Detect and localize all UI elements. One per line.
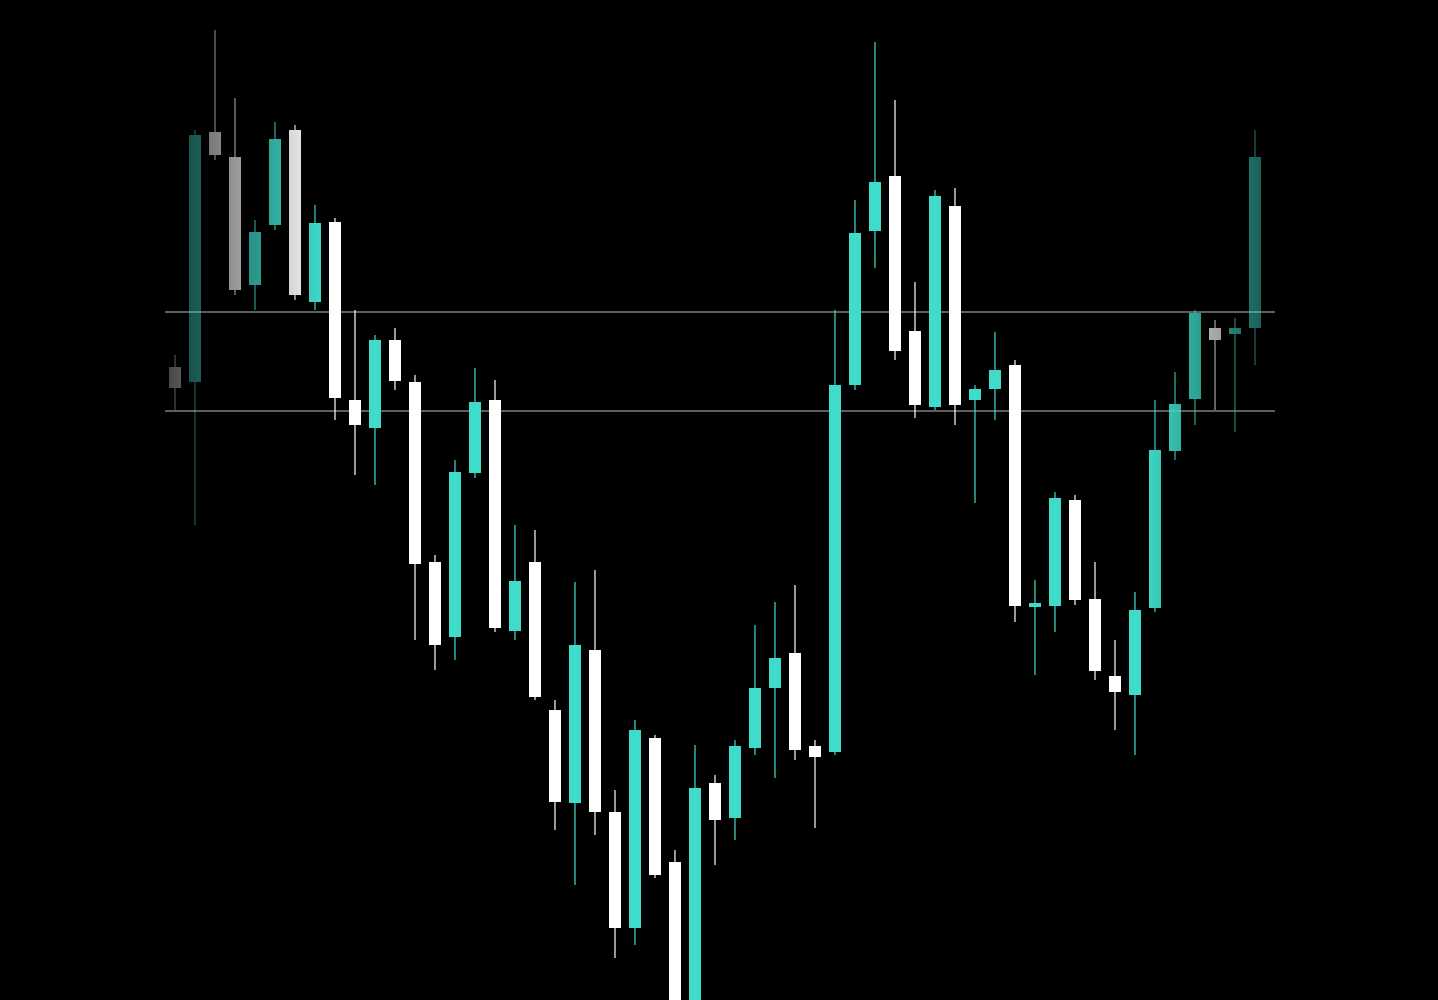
candle-body [229,157,241,290]
candle-body [1069,500,1081,600]
candle-body [709,783,721,820]
candle-body [349,400,361,425]
candle-body [309,223,321,302]
candle-body [529,562,541,697]
candle-body [689,788,701,1000]
candle-body [449,472,461,637]
candle-body [329,222,341,398]
candle-body [1129,610,1141,695]
candle-body [1109,676,1121,692]
candle-body [869,182,881,231]
candle-body [489,400,501,628]
candle-body [1029,603,1041,607]
candle-body [949,206,961,405]
candle-body [989,370,1001,389]
candle-body [829,385,841,752]
candle-body [569,645,581,803]
candle-body [729,746,741,818]
candle-body [889,176,901,351]
candle-body [669,862,681,1000]
candle-body [169,367,181,388]
candle-body [1209,328,1221,340]
candle-body [809,746,821,757]
candle-body [789,653,801,750]
candle-body [1169,404,1181,451]
candle-body [189,135,201,382]
candle-body [909,331,921,405]
candle-body [1149,450,1161,608]
candle-body [509,581,521,631]
candle-body [629,730,641,928]
candle-body [269,139,281,225]
candle-body [1009,365,1021,606]
candle-body [749,688,761,748]
candle-body [1049,498,1061,606]
candle-body [969,389,981,400]
candle-body [589,650,601,812]
candle-body [289,130,301,295]
candle-body [1189,313,1201,399]
candle-body [409,382,421,564]
candle-body [549,710,561,802]
candle-body [469,402,481,473]
candle-body [249,232,261,285]
candle-body [769,658,781,688]
candle-body [209,132,221,155]
candle-body [649,738,661,875]
candle-body [1249,157,1261,328]
candle-body [929,196,941,407]
candle-body [1229,328,1241,334]
candle-body [849,233,861,385]
candle-body [389,340,401,381]
candle-body [1089,599,1101,671]
candles [169,30,1261,1000]
candle-body [369,340,381,428]
candle-body [609,812,621,928]
candle-body [429,562,441,645]
